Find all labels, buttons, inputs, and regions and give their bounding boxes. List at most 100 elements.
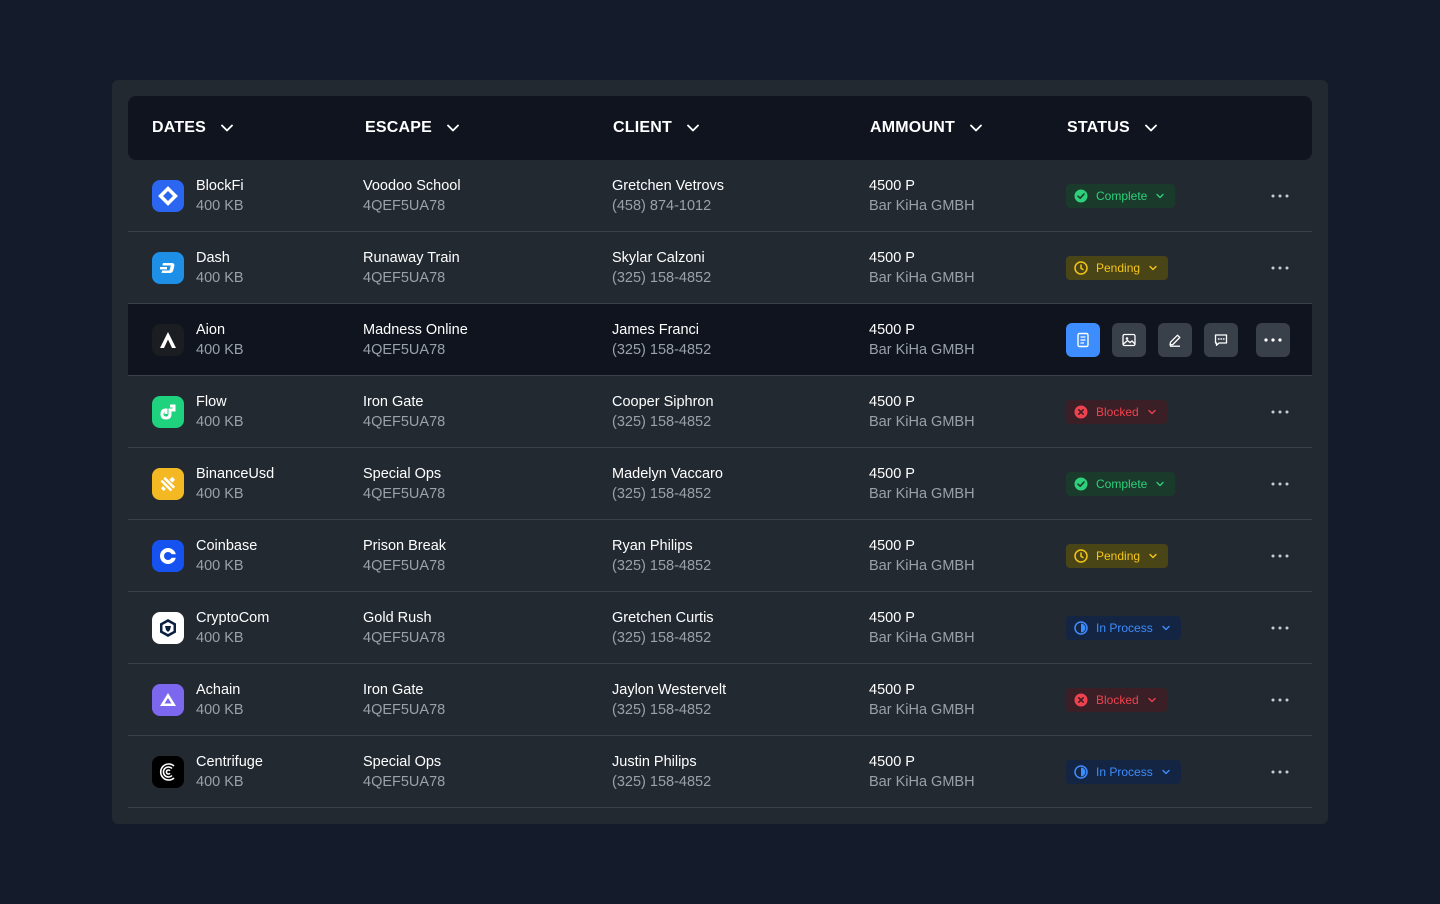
cryptocom-icon (152, 612, 184, 644)
client-cell: James Franci (325) 158-4852 (612, 320, 711, 360)
half-circle-icon (1074, 621, 1088, 635)
more-icon (1271, 482, 1289, 486)
more-options-button[interactable] (1268, 762, 1292, 782)
company-name: Bar KiHa GMBH (869, 270, 975, 286)
more-options-button[interactable] (1268, 258, 1292, 278)
status-badge[interactable]: Pending (1066, 544, 1169, 568)
sort-escape[interactable]: ESCAPE (365, 96, 460, 160)
more-options-button[interactable] (1268, 546, 1292, 566)
table-row[interactable]: CryptoCom 400 KB Gold Rush 4QEF5UA78 Gretche… (128, 592, 1312, 664)
status-badge[interactable]: In Process (1066, 760, 1181, 784)
table-row[interactable]: Flow 400 KB Iron Gate 4QEF5UA78 Cooper Siphr… (128, 376, 1312, 448)
more-options-button[interactable] (1268, 690, 1292, 710)
centrifuge-icon (152, 756, 184, 788)
file-size: 400 KB (196, 630, 244, 646)
status-badge[interactable]: Blocked (1066, 400, 1167, 424)
more-options-button[interactable] (1268, 186, 1292, 206)
escape-cell: Iron Gate 4QEF5UA78 (363, 392, 445, 432)
document-action-button[interactable] (1066, 323, 1100, 357)
client-phone: (325) 158-4852 (612, 342, 712, 358)
more-icon (1264, 338, 1282, 342)
chevron-down-icon (1144, 124, 1157, 132)
table-row[interactable]: BlockFi 400 KB Voodoo School 4QEF5UA78 Gretc… (128, 160, 1312, 232)
escape-cell: Runaway Train 4QEF5UA78 (363, 248, 460, 288)
company-name: Bar KiHa GMBH (869, 702, 975, 718)
comment-action-button[interactable] (1204, 323, 1238, 357)
coin-cell: Achain 400 KB (196, 680, 244, 720)
table-row[interactable]: BinanceUsd 400 KB Special Ops 4QEF5UA78 Made… (128, 448, 1312, 520)
amount-cell: 4500 P Bar KiHa GMBH (869, 464, 975, 504)
table-row[interactable]: Coinbase 400 KB Prison Break 4QEF5UA78 Ryan … (128, 520, 1312, 592)
status-badge[interactable]: Complete (1066, 184, 1176, 208)
table-row[interactable]: Dash 400 KB Runaway Train 4QEF5UA78 Skylar C… (128, 232, 1312, 304)
header-amount-label: AMMOUNT (870, 119, 955, 136)
client-name: Ryan Philips (612, 538, 693, 554)
table-row[interactable]: Achain 400 KB Iron Gate 4QEF5UA78 Jaylon Wes… (128, 664, 1312, 736)
escape-name: Special Ops (363, 754, 442, 770)
edit-action-button[interactable] (1158, 323, 1192, 357)
chevron-down-icon (1149, 553, 1157, 559)
table-row[interactable]: Centrifuge 400 KB Special Ops 4QEF5UA78 Just… (128, 736, 1312, 808)
status-badge[interactable]: Pending (1066, 256, 1169, 280)
achain-icon (152, 684, 184, 716)
more-options-button[interactable] (1268, 618, 1292, 638)
header-dates-label: DATES (152, 119, 207, 136)
more-icon (1271, 626, 1289, 630)
more-action-button[interactable] (1256, 323, 1290, 357)
chevron-down-icon (221, 124, 233, 132)
amount-cell: 4500 P Bar KiHa GMBH (869, 608, 975, 648)
client-phone: (325) 158-4852 (612, 774, 712, 790)
image-action-button[interactable] (1112, 323, 1146, 357)
chevron-down-icon (1156, 193, 1165, 199)
more-icon (1271, 266, 1289, 270)
status-badge[interactable]: In Process (1066, 616, 1181, 640)
file-size: 400 KB (196, 774, 244, 790)
escape-cell: Special Ops 4QEF5UA78 (363, 752, 445, 792)
amount-value: 4500 P (869, 754, 915, 770)
sort-dates[interactable]: DATES (152, 96, 234, 160)
client-cell: Skylar Calzoni (325) 158-4852 (612, 248, 711, 288)
client-phone: (325) 158-4852 (612, 414, 712, 430)
image-icon (1121, 332, 1137, 348)
binanceusd-icon (152, 468, 184, 500)
sort-amount[interactable]: AMMOUNT (870, 96, 983, 160)
status-badge[interactable]: Complete (1066, 472, 1176, 496)
coin-name: Flow (196, 394, 227, 410)
transactions-table: DATES ESCAPE CLIENT AMMOUNT STATUS Block… (128, 96, 1312, 808)
company-name: Bar KiHa GMBH (869, 198, 975, 214)
company-name: Bar KiHa GMBH (869, 558, 975, 574)
escape-name: Prison Break (363, 538, 447, 554)
escape-name: Gold Rush (363, 610, 432, 626)
more-options-button[interactable] (1268, 402, 1292, 422)
status-badge[interactable]: Blocked (1066, 688, 1167, 712)
header-status-label: STATUS (1067, 119, 1130, 136)
chevron-down-icon (1162, 769, 1170, 775)
row-actions (1066, 323, 1290, 357)
more-icon (1271, 554, 1289, 558)
status-label: In Process (1096, 765, 1153, 779)
chevron-down-icon (970, 124, 982, 132)
coin-cell: BinanceUsd 400 KB (196, 464, 274, 504)
escape-code: 4QEF5UA78 (363, 558, 446, 574)
status-label: In Process (1096, 621, 1153, 635)
escape-name: Madness Online (363, 322, 468, 338)
sort-client[interactable]: CLIENT (613, 96, 700, 160)
client-phone: (325) 158-4852 (612, 270, 712, 286)
file-size: 400 KB (196, 702, 244, 718)
client-name: Gretchen Curtis (612, 610, 714, 626)
client-cell: Cooper Siphron (325) 158-4852 (612, 392, 714, 432)
escape-code: 4QEF5UA78 (363, 342, 446, 358)
aion-icon (152, 324, 184, 356)
amount-cell: 4500 P Bar KiHa GMBH (869, 320, 975, 360)
more-options-button[interactable] (1268, 474, 1292, 494)
coin-name: Coinbase (196, 538, 258, 554)
client-name: Justin Philips (612, 754, 697, 770)
table-row[interactable]: Aion 400 KB Madness Online 4QEF5UA78 James F… (128, 304, 1312, 376)
escape-name: Runaway Train (363, 250, 460, 266)
check-circle-icon (1074, 189, 1088, 203)
client-name: James Franci (612, 322, 700, 338)
escape-code: 4QEF5UA78 (363, 198, 446, 214)
status-label: Complete (1096, 477, 1148, 491)
sort-status[interactable]: STATUS (1067, 96, 1158, 160)
table-body: BlockFi 400 KB Voodoo School 4QEF5UA78 Gretc… (128, 160, 1312, 808)
